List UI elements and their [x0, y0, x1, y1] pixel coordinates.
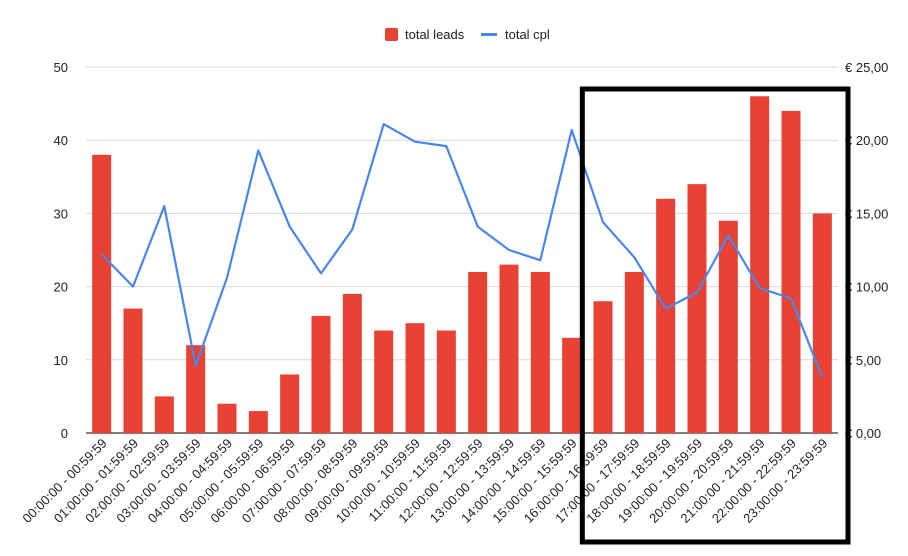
y-right-tick-label: € 15,00: [845, 206, 888, 221]
bar: [123, 308, 143, 433]
bar: [248, 411, 268, 433]
bar: [499, 264, 519, 433]
legend-label-total-cpl[interactable]: total cpl: [505, 27, 550, 42]
bar: [624, 271, 644, 433]
bar-series-total-leads: [92, 96, 832, 434]
bar: [436, 330, 456, 433]
y-left-tick-label: 30: [54, 206, 68, 221]
gridlines: [86, 66, 838, 434]
cpl-line: [100, 122, 824, 378]
bar: [468, 271, 488, 433]
y-left-tick-label: 50: [54, 60, 68, 75]
legend-swatch-total-leads: [385, 28, 398, 41]
y-right-tick-label: € 0,00: [845, 426, 881, 441]
bar: [656, 198, 676, 433]
bar: [342, 293, 362, 433]
highlight-box: [579, 86, 851, 545]
y-left-tick-label: 0: [61, 426, 68, 441]
bar: [92, 154, 112, 433]
y-right-tick-label: € 5,00: [845, 353, 881, 368]
line-series-total-cpl: [100, 122, 824, 378]
y-left-tick-label: 20: [54, 280, 68, 295]
bar: [781, 110, 801, 434]
bar: [812, 213, 832, 433]
bar: [405, 323, 425, 433]
legend-label-total-leads[interactable]: total leads: [405, 27, 465, 42]
bar: [750, 96, 770, 433]
legend: total leads total cpl: [385, 27, 550, 42]
bar: [718, 220, 738, 433]
bar: [374, 330, 394, 433]
y-right-tick-label: € 10,00: [845, 280, 888, 295]
y-axis-left: 0 10 20 30 40 50: [54, 60, 68, 441]
bar: [186, 345, 206, 433]
bar: [311, 315, 331, 433]
bar: [593, 301, 613, 433]
bar: [217, 403, 237, 433]
y-right-tick-label: € 25,00: [845, 60, 888, 75]
bar: [562, 337, 582, 433]
y-right-tick-label: € 20,00: [845, 133, 888, 148]
y-axis-right: € 0,00 € 5,00 € 10,00 € 15,00 € 20,00 € 25,00: [845, 60, 888, 441]
bar: [687, 184, 707, 433]
bar: [280, 374, 300, 433]
y-left-tick-label: 40: [54, 133, 68, 148]
bar: [530, 271, 550, 433]
bar: [154, 396, 174, 433]
y-left-tick-label: 10: [54, 353, 68, 368]
